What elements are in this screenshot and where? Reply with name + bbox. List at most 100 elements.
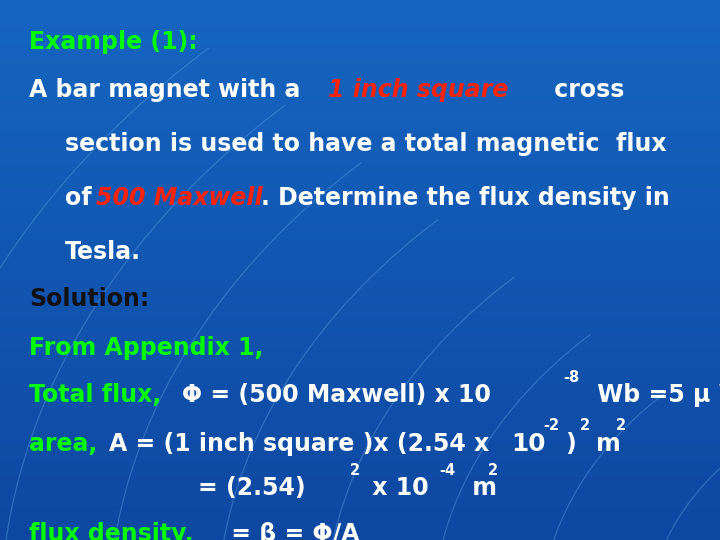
Bar xyxy=(0,170,720,173)
Bar xyxy=(0,73,720,76)
Text: Φ = (500 Maxwell) x 10: Φ = (500 Maxwell) x 10 xyxy=(182,383,491,407)
Bar xyxy=(0,221,720,224)
Bar xyxy=(0,472,720,475)
Bar xyxy=(0,113,720,116)
Bar xyxy=(0,0,720,3)
Bar xyxy=(0,105,720,108)
Bar xyxy=(0,154,720,157)
Bar xyxy=(0,378,720,381)
Text: of: of xyxy=(65,186,99,210)
Bar xyxy=(0,65,720,68)
Bar xyxy=(0,192,720,194)
Bar xyxy=(0,316,720,319)
Bar xyxy=(0,305,720,308)
Bar xyxy=(0,235,720,238)
Bar xyxy=(0,397,720,400)
Text: 2: 2 xyxy=(487,463,498,478)
Text: 1 inch square: 1 inch square xyxy=(328,78,508,102)
Bar xyxy=(0,138,720,140)
Bar xyxy=(0,437,720,440)
Bar xyxy=(0,200,720,202)
Bar xyxy=(0,346,720,348)
Bar xyxy=(0,375,720,378)
Bar xyxy=(0,248,720,251)
Bar xyxy=(0,30,720,32)
Bar xyxy=(0,59,720,62)
Bar xyxy=(0,300,720,302)
Bar xyxy=(0,289,720,292)
Bar xyxy=(0,68,720,70)
Bar xyxy=(0,262,720,265)
Bar xyxy=(0,435,720,437)
Bar xyxy=(0,532,720,535)
Text: ): ) xyxy=(565,432,576,456)
Bar xyxy=(0,205,720,208)
Bar xyxy=(0,529,720,532)
Bar xyxy=(0,89,720,92)
Bar xyxy=(0,251,720,254)
Bar xyxy=(0,43,720,46)
Bar xyxy=(0,329,720,332)
Text: Tesla.: Tesla. xyxy=(65,240,141,264)
Text: A = (1 inch square )x (2.54 x: A = (1 inch square )x (2.54 x xyxy=(109,432,498,456)
Bar xyxy=(0,124,720,127)
Text: 2: 2 xyxy=(580,418,590,434)
Text: Wb =5 μ Wb: Wb =5 μ Wb xyxy=(589,383,720,407)
Bar xyxy=(0,70,720,73)
Bar xyxy=(0,256,720,259)
Bar xyxy=(0,500,720,502)
Bar xyxy=(0,273,720,275)
Bar xyxy=(0,76,720,78)
Bar xyxy=(0,351,720,354)
Bar xyxy=(0,62,720,65)
Bar xyxy=(0,494,720,497)
Bar xyxy=(0,483,720,486)
Bar xyxy=(0,140,720,143)
Bar xyxy=(0,332,720,335)
Text: = (2.54): = (2.54) xyxy=(198,476,305,500)
Bar xyxy=(0,356,720,359)
Bar xyxy=(0,230,720,232)
Bar xyxy=(0,27,720,30)
Bar xyxy=(0,513,720,516)
Bar xyxy=(0,16,720,19)
Bar xyxy=(0,481,720,483)
Bar xyxy=(0,148,720,151)
Bar xyxy=(0,421,720,424)
Bar xyxy=(0,292,720,294)
Bar xyxy=(0,335,720,338)
Bar xyxy=(0,259,720,262)
Bar xyxy=(0,524,720,526)
Bar xyxy=(0,324,720,327)
Bar xyxy=(0,19,720,22)
Bar xyxy=(0,165,720,167)
Bar xyxy=(0,11,720,14)
Bar xyxy=(0,383,720,386)
Bar xyxy=(0,470,720,472)
Bar xyxy=(0,429,720,432)
Bar xyxy=(0,78,720,81)
Bar xyxy=(0,22,720,24)
Bar xyxy=(0,57,720,59)
Bar xyxy=(0,108,720,111)
Bar xyxy=(0,502,720,505)
Bar xyxy=(0,176,720,178)
Bar xyxy=(0,194,720,197)
Text: section is used to have a total magnetic  flux: section is used to have a total magnetic… xyxy=(65,132,667,156)
Bar xyxy=(0,313,720,316)
Text: From Appendix 1,: From Appendix 1, xyxy=(29,336,264,360)
Bar xyxy=(0,197,720,200)
Bar xyxy=(0,302,720,305)
Bar xyxy=(0,405,720,408)
Bar xyxy=(0,267,720,270)
Bar xyxy=(0,116,720,119)
Text: Solution:: Solution: xyxy=(29,287,149,311)
Bar xyxy=(0,211,720,213)
Bar xyxy=(0,35,720,38)
Bar xyxy=(0,432,720,435)
Text: 500 Maxwell: 500 Maxwell xyxy=(96,186,262,210)
Bar xyxy=(0,92,720,94)
Bar xyxy=(0,103,720,105)
Bar xyxy=(0,464,720,467)
Bar xyxy=(0,157,720,159)
